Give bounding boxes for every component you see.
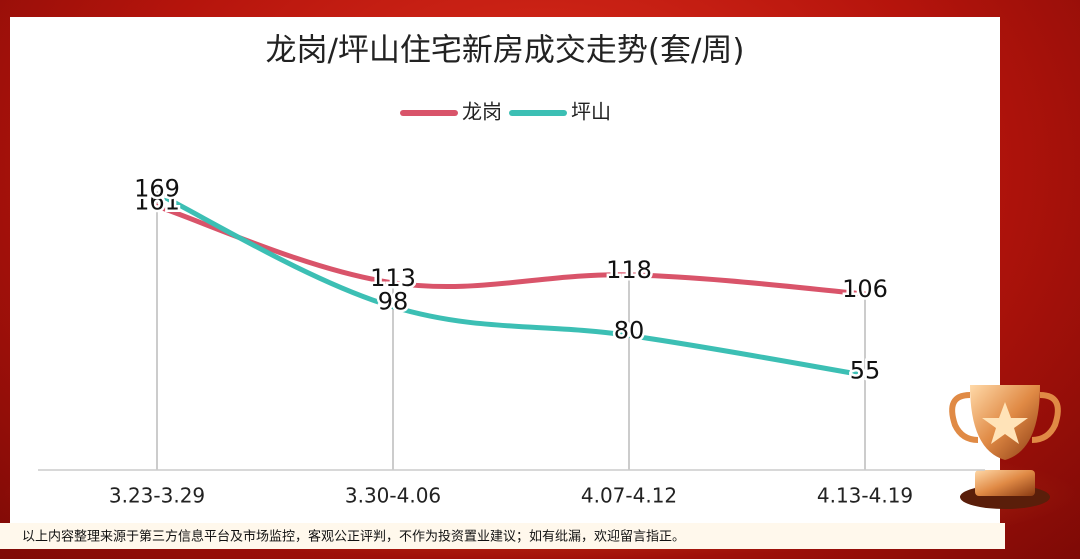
data-label: 169 [134, 175, 180, 203]
chart-title: 龙岗/坪山住宅新房成交走势(套/周) [265, 33, 744, 69]
trophy [949, 385, 1061, 509]
data-label: 55 [850, 356, 881, 384]
series-line [154, 203, 868, 297]
footnote: 以上内容整理来源于第三方信息平台及市场监控，客观公正评判，不作为投资置业建议；如… [22, 529, 685, 545]
data-label: 118 [606, 256, 652, 284]
data-label: 98 [378, 288, 409, 316]
x-tick-label: 4.07-4.12 [581, 484, 677, 508]
x-tick-label: 3.30-4.06 [345, 484, 441, 508]
series-line [154, 191, 868, 378]
footer-band [0, 523, 1005, 549]
data-label: 80 [614, 316, 645, 344]
legend-label: 坪山 [571, 100, 611, 124]
x-tick-label: 4.13-4.19 [817, 484, 913, 508]
data-label: 161 [134, 187, 180, 215]
panel [10, 17, 1000, 525]
data-label: 106 [842, 275, 888, 303]
data-label: 113 [370, 264, 416, 292]
x-tick-label: 3.23-3.29 [109, 484, 205, 508]
legend-label: 龙岗 [462, 100, 502, 124]
